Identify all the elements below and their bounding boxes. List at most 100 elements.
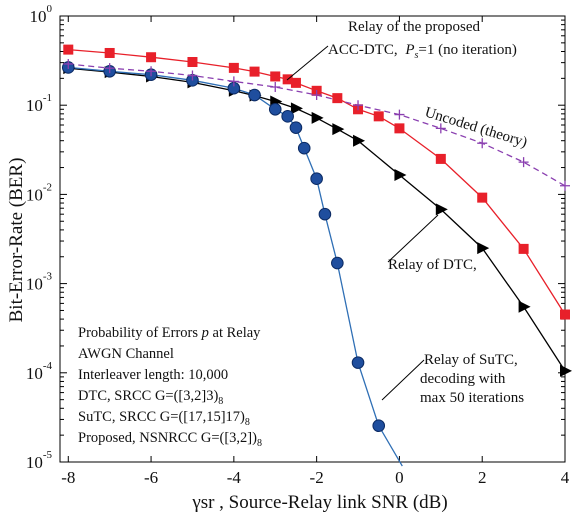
data-point-sutc	[310, 172, 323, 185]
annotation-proposed-ps: P	[404, 42, 414, 58]
data-point-dtc	[290, 102, 303, 115]
y-tick-exp: -3	[43, 271, 53, 283]
y-tick-exp: -2	[43, 181, 52, 193]
y-axis-label: Bit-Error-Rate (BER)	[6, 158, 27, 323]
data-point-proposed	[518, 243, 529, 254]
data-point-proposed	[290, 77, 301, 88]
data-point-proposed	[104, 47, 115, 58]
series-line-dtc	[68, 67, 566, 372]
plot-frame-group	[59, 15, 566, 463]
data-point-proposed	[435, 153, 446, 164]
y-tick-exp: -5	[43, 449, 53, 461]
x-tick-label: -4	[227, 468, 242, 487]
data-point-uncoded	[311, 90, 322, 101]
data-point-sutc	[351, 356, 365, 369]
y-tick-base: 10	[30, 7, 47, 26]
info-line-1: Probability of Errors p at Relay	[78, 325, 261, 341]
y-tick-exp: 0	[47, 3, 53, 15]
data-point-dtc	[518, 300, 531, 313]
data-point-proposed	[560, 309, 570, 320]
y-tick-label: 10-2	[26, 181, 52, 204]
x-tick-label: -2	[310, 468, 324, 487]
data-point-uncoded	[146, 66, 157, 77]
data-point-uncoded	[63, 58, 74, 69]
data-point-sutc	[297, 141, 311, 155]
data-point-sutc	[318, 207, 332, 221]
data-point-sutc	[281, 110, 294, 123]
series-line-sutc	[68, 66, 403, 467]
annotation-sutc-leader	[381, 359, 425, 401]
x-tick-label: -6	[144, 468, 158, 487]
y-tick-exp: -4	[43, 360, 53, 372]
data-point-dtc	[435, 203, 448, 216]
data-point-proposed	[394, 123, 405, 134]
data-point-dtc	[353, 134, 366, 147]
data-point-proposed	[270, 71, 281, 82]
data-point-sutc	[372, 419, 386, 433]
y-tick-base: 10	[26, 453, 43, 472]
data-point-uncoded	[518, 157, 529, 168]
data-point-proposed	[63, 44, 74, 55]
info-line-4-text: DTC, SRCC G=([3,2]3)	[78, 388, 218, 404]
y-tick-label: 10-5	[26, 449, 53, 472]
data-point-uncoded	[394, 109, 405, 120]
data-point-proposed	[373, 111, 384, 122]
data-point-sutc	[331, 256, 344, 270]
annotation-proposed-name: ACC-DTC,	[328, 42, 398, 58]
info-line-4: DTC, SRCC G=([3,2]3)8	[78, 388, 223, 407]
data-point-uncoded	[353, 100, 364, 111]
annotation-uncoded: Uncoded (theory)	[423, 105, 529, 151]
annotation-proposed-rest: =1 (no iteration)	[418, 42, 516, 58]
annotation-proposed-line2: ACC-DTC, Ps=1 (no iteration)	[328, 42, 517, 61]
y-tick-base: 10	[26, 96, 43, 115]
info-line-6-text: Proposed, NSNRCC G=([3,2])	[78, 430, 257, 446]
info-line-5-sub: 8	[245, 417, 250, 428]
y-tick-label: 10-3	[26, 271, 53, 294]
data-point-uncoded	[477, 138, 488, 149]
annotation-sutc-line2: decoding with	[420, 371, 506, 387]
data-point-proposed	[228, 62, 239, 73]
info-line-6: Proposed, NSNRCC G=([3,2])8	[78, 430, 262, 449]
plot-border	[59, 15, 566, 463]
info-line-1-post: at Relay	[213, 325, 262, 341]
data-point-dtc	[394, 169, 407, 182]
annotation-sutc-line3: max 50 iterations	[420, 390, 524, 406]
info-line-1-pre: Probability of Errors	[78, 325, 198, 341]
series-markers-group	[61, 44, 572, 433]
info-line-3: Interleaver length: 10,000	[78, 367, 228, 383]
info-line-1-p: p	[201, 325, 209, 341]
x-tick-label: 0	[395, 468, 404, 487]
data-point-proposed	[332, 93, 343, 104]
series-line-proposed	[68, 48, 566, 315]
y-tick-base: 10	[26, 185, 43, 204]
data-point-uncoded	[435, 123, 446, 134]
y-tick-label: 100	[30, 3, 53, 26]
data-point-proposed	[249, 66, 260, 77]
data-point-dtc	[311, 111, 324, 124]
x-tick-label: 2	[478, 468, 487, 487]
annotation-proposed-line1: Relay of the proposed	[348, 19, 481, 35]
data-point-sutc	[289, 121, 303, 134]
x-axis-label: γsr , Source-Relay link SNR (dB)	[191, 492, 447, 513]
x-tick-label: 4	[561, 468, 570, 487]
data-point-proposed	[477, 192, 488, 203]
data-point-proposed	[187, 57, 198, 68]
data-point-uncoded	[104, 63, 115, 74]
data-point-dtc	[560, 364, 572, 377]
data-point-sutc	[268, 102, 282, 116]
data-point-dtc	[332, 123, 345, 136]
data-point-uncoded	[187, 70, 198, 81]
info-line-4-sub: 8	[218, 396, 223, 407]
data-point-uncoded	[228, 76, 239, 87]
y-tick-exp: -1	[43, 92, 52, 104]
info-line-5: SuTC, SRCC G=([17,15]17)8	[78, 409, 250, 428]
data-point-proposed	[146, 52, 157, 63]
data-point-dtc	[477, 242, 490, 255]
info-line-2: AWGN Channel	[78, 346, 174, 362]
y-tick-label: 10-4	[26, 360, 53, 383]
annotation-proposed-ps-sub: s	[415, 50, 419, 61]
data-point-uncoded	[560, 180, 570, 191]
y-tick-base: 10	[26, 364, 43, 383]
